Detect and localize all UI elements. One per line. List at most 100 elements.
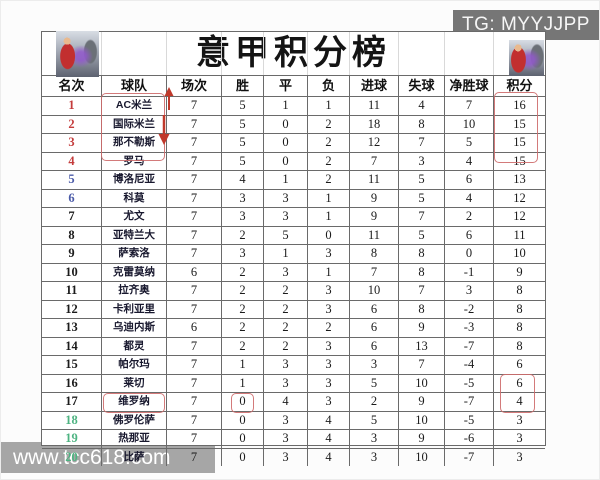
team-cell: 克雷莫纳 — [102, 263, 167, 281]
draws-cell: 1 — [264, 245, 308, 263]
goals-against-cell: 5 — [399, 189, 445, 207]
draws-cell: 3 — [264, 263, 308, 281]
wins-cell: 5 — [222, 97, 264, 115]
points-cell: 4 — [516, 394, 523, 408]
losses-cell: 1 — [308, 263, 350, 281]
points-cell: 12 — [513, 209, 526, 223]
rank-cell: 16 — [42, 374, 102, 392]
goals-against-cell: 9 — [399, 393, 445, 411]
wins-cell: 5 — [222, 152, 264, 170]
goal-diff-cell: 0 — [445, 245, 494, 263]
points-cell: 8 — [516, 338, 523, 353]
draws-cell: 4 — [264, 393, 308, 411]
draws-cell: 2 — [264, 282, 308, 300]
rank-cell: 12 — [42, 300, 102, 318]
team-cell: 拉齐奥 — [102, 282, 167, 300]
goals-against-cell: 3 — [399, 152, 445, 170]
goal-diff-cell: 6 — [445, 226, 494, 244]
draws-cell: 3 — [264, 448, 308, 466]
table-row: 15 帕尔玛 7 1 3 3 3 7 -4 6 — [42, 356, 545, 375]
team-cell: 科莫 — [102, 189, 167, 207]
goal-diff-cell: -7 — [445, 337, 494, 355]
points-cell: 15 — [513, 135, 526, 149]
table-body: 1 AC米兰 7 5 1 1 11 4 7 16 2 国际米兰 7 5 0 2 18 8 10 15 3 那不勒斯 7 5 0 2… — [42, 97, 545, 466]
team-cell: 罗马 — [102, 152, 167, 170]
goal-diff-cell: 10 — [445, 115, 494, 133]
goal-diff-cell: 4 — [445, 152, 494, 170]
goals-against-cell: 9 — [399, 319, 445, 337]
losses-cell: 3 — [308, 245, 350, 263]
table-row: 14 都灵 7 2 2 3 6 13 -7 8 — [42, 337, 545, 356]
played-cell: 6 — [167, 319, 222, 337]
goals-for-cell: 7 — [350, 152, 399, 170]
played-cell: 7 — [167, 208, 222, 226]
losses-cell: 2 — [308, 152, 350, 170]
losses-cell: 3 — [308, 374, 350, 392]
player-photo-right-image — [509, 40, 544, 76]
goal-diff-cell: 6 — [445, 171, 494, 189]
goal-diff-cell: 5 — [445, 134, 494, 152]
goals-against-cell: 8 — [399, 115, 445, 133]
played-cell: 7 — [167, 226, 222, 244]
points-cell: 3 — [516, 449, 523, 464]
wins-cell: 2 — [222, 319, 264, 337]
losses-cell: 3 — [308, 393, 350, 411]
points-cell: 8 — [516, 283, 523, 297]
table-row: 5 博洛尼亚 7 4 1 2 11 5 6 13 — [42, 171, 545, 190]
goal-diff-cell: 2 — [445, 208, 494, 226]
team-cell: 那不勒斯 — [102, 134, 167, 152]
col-header-team: 球队 — [102, 76, 167, 96]
losses-cell: 2 — [308, 115, 350, 133]
points-cell: 6 — [516, 357, 523, 371]
table-row: 12 卡利亚里 7 2 2 3 6 8 -2 8 — [42, 300, 545, 319]
goals-against-cell: 7 — [399, 208, 445, 226]
team-cell: 萨索洛 — [102, 245, 167, 263]
points-cell: 15 — [513, 116, 526, 131]
goal-diff-cell: -6 — [445, 430, 494, 448]
draws-cell: 2 — [264, 300, 308, 318]
wins-cell: 4 — [222, 171, 264, 189]
played-cell: 7 — [167, 300, 222, 318]
team-cell: 热那亚 — [102, 430, 167, 448]
col-header-win: 胜 — [222, 76, 264, 96]
rank-cell: 4 — [42, 152, 102, 170]
team-cell: 都灵 — [102, 337, 167, 355]
goals-against-cell: 13 — [399, 337, 445, 355]
points-cell: 15 — [513, 153, 526, 168]
goals-for-cell: 12 — [350, 134, 399, 152]
draws-cell: 3 — [264, 411, 308, 429]
goals-for-cell: 6 — [350, 300, 399, 318]
played-cell: 7 — [167, 411, 222, 429]
draws-cell: 3 — [264, 430, 308, 448]
team-cell: 比萨 — [102, 448, 167, 466]
draws-cell: 0 — [264, 115, 308, 133]
points-cell: 8 — [516, 301, 523, 316]
player-photo-left-image — [56, 31, 99, 77]
points-cell: 10 — [513, 246, 526, 260]
losses-cell: 1 — [308, 189, 350, 207]
rank-cell: 5 — [42, 171, 102, 189]
goals-for-cell: 6 — [350, 319, 399, 337]
goals-for-cell: 9 — [350, 208, 399, 226]
played-cell: 7 — [167, 189, 222, 207]
losses-cell: 2 — [308, 319, 350, 337]
goals-for-cell: 3 — [350, 448, 399, 466]
col-header-points: 积分 — [506, 78, 533, 93]
goals-for-cell: 10 — [350, 282, 399, 300]
team-cell: 亚特兰大 — [102, 226, 167, 244]
page-title: 意甲积分榜 — [196, 35, 391, 72]
draws-cell: 0 — [264, 152, 308, 170]
points-cell: 11 — [513, 227, 526, 242]
team-cell: 卡利亚里 — [102, 300, 167, 318]
losses-cell: 3 — [308, 300, 350, 318]
wins-cell: 3 — [222, 189, 264, 207]
draws-cell: 3 — [264, 374, 308, 392]
losses-cell: 4 — [308, 430, 350, 448]
played-cell: 7 — [167, 356, 222, 374]
draws-cell: 3 — [264, 208, 308, 226]
wins-cell: 0 — [222, 393, 264, 411]
rank-cell: 13 — [42, 319, 102, 337]
wins-cell: 5 — [222, 115, 264, 133]
goals-against-cell: 7 — [399, 356, 445, 374]
wins-cell: 2 — [222, 263, 264, 281]
